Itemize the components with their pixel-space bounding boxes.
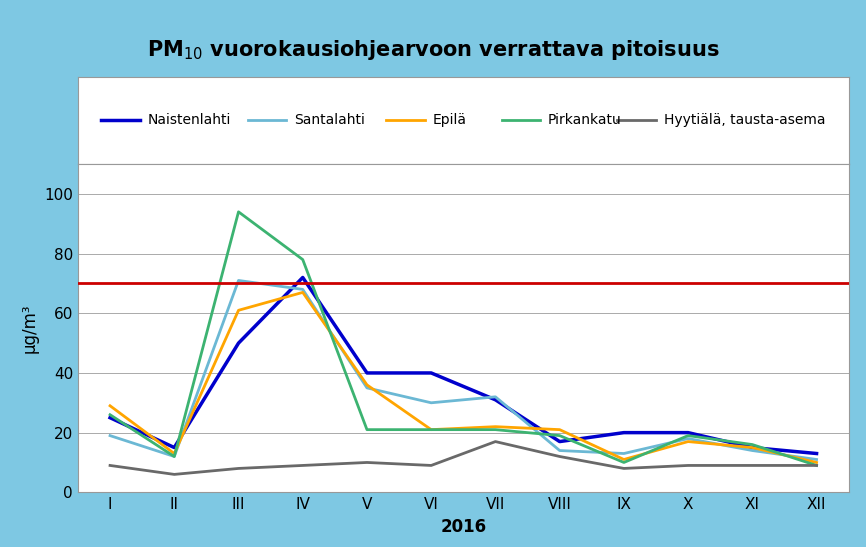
Text: PM$_{10}$ vuorokausiohjearvoon verrattava pitoisuus: PM$_{10}$ vuorokausiohjearvoon verrattav… bbox=[146, 38, 720, 62]
Text: Hyytiälä, tausta-asema: Hyytiälä, tausta-asema bbox=[663, 113, 825, 127]
Y-axis label: μg/m³: μg/m³ bbox=[21, 304, 39, 353]
Text: Pirkankatu: Pirkankatu bbox=[548, 113, 622, 127]
Text: Naistenlahti: Naistenlahti bbox=[147, 113, 230, 127]
X-axis label: 2016: 2016 bbox=[440, 517, 487, 536]
Text: Santalahti: Santalahti bbox=[294, 113, 365, 127]
Text: Epilä: Epilä bbox=[432, 113, 467, 127]
